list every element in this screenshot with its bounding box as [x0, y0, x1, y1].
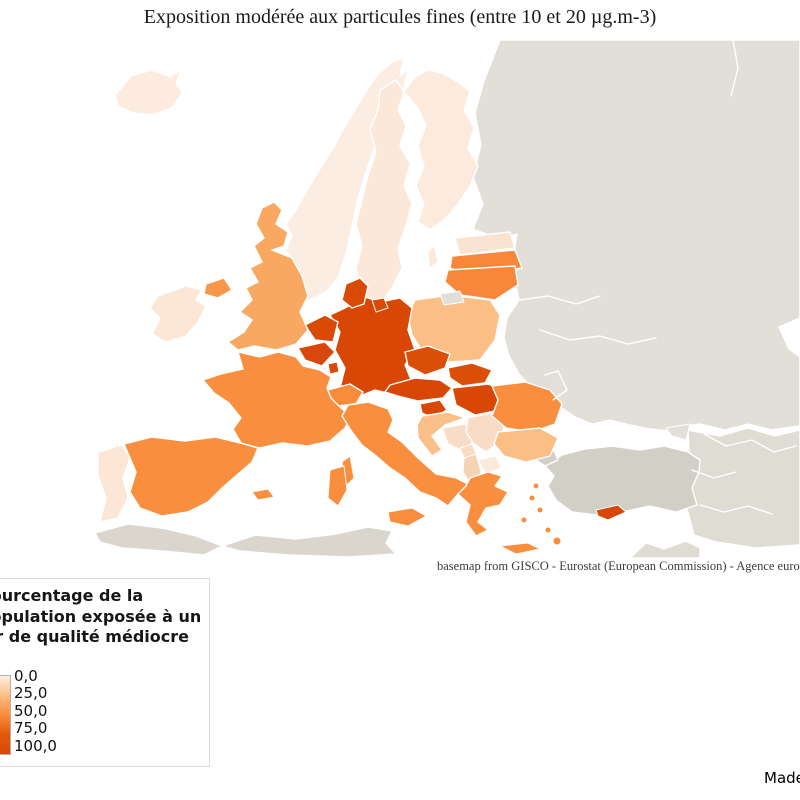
- legend-title-line-3: air de qualité médiocre: [0, 627, 189, 646]
- legend-title-line-1: Pourcentage de la: [0, 586, 144, 605]
- legend-tick-100: 100,0: [14, 736, 57, 755]
- watermark-made: Made: [764, 769, 800, 787]
- island-rhodes: [552, 536, 562, 546]
- country-lithuania: [444, 265, 519, 301]
- country-estonia: [454, 231, 516, 256]
- region-algeria-tunisia: [221, 526, 397, 558]
- island-gotland: [427, 245, 439, 269]
- country-poland: [407, 294, 501, 363]
- country-sweden: [355, 79, 413, 313]
- legend-gradient-bar: [0, 675, 11, 755]
- region-kaliningrad: [439, 290, 465, 306]
- basemap-credit: basemap from GISCO - Eurostat (European …: [437, 559, 800, 573]
- country-croatia: [416, 411, 466, 457]
- no-data-layer: [94, 39, 800, 559]
- country-romania: [491, 381, 563, 433]
- border-morocco-algeria: [224, 533, 231, 547]
- region-crimea: [665, 423, 691, 441]
- region-levant: [629, 540, 701, 559]
- legend-title: Pourcentage de la population exposée à u…: [0, 586, 201, 648]
- countries-layer: [97, 57, 691, 555]
- region-morocco: [94, 523, 223, 556]
- page-title: Exposition modérée aux particules fines …: [143, 6, 657, 28]
- legend-tick-75: 75,0: [14, 719, 48, 738]
- country-france: [202, 351, 352, 449]
- island-sicily: [387, 507, 427, 527]
- border-belarus-russia: [519, 295, 601, 305]
- border-russia-north: [730, 39, 739, 97]
- border-caucasus: [703, 433, 797, 453]
- island-aegean-4: [544, 526, 552, 534]
- island-zealand: [371, 297, 389, 313]
- country-cyprus: [595, 504, 627, 521]
- region-caucasus-mideast: [685, 427, 800, 549]
- country-iceland: [114, 69, 183, 116]
- region-russia-east-europe: [472, 39, 800, 432]
- island-lesbos: [532, 482, 540, 490]
- country-netherlands: [304, 314, 339, 343]
- legend-tick-50: 50,0: [14, 701, 48, 720]
- country-czechia: [404, 345, 451, 376]
- legend-tick-25: 25,0: [14, 684, 48, 703]
- region-turkey: [544, 445, 701, 516]
- country-spain: [123, 436, 259, 517]
- country-denmark: [341, 277, 369, 309]
- border-armenia: [691, 469, 737, 479]
- island-aegean-1: [528, 494, 536, 502]
- border-mideast: [699, 504, 773, 515]
- country-greece: [457, 471, 509, 537]
- legend-ticks: 0,0 25,0 50,0 75,0 100,0: [14, 667, 57, 755]
- border-moldova: [544, 370, 568, 401]
- country-austria: [384, 377, 453, 402]
- country-northern-ireland: [203, 277, 233, 299]
- country-finland: [403, 69, 479, 231]
- border-ukraine-russia: [539, 329, 657, 345]
- country-portugal: [97, 444, 131, 523]
- legend-title-line-2: population exposée à un: [0, 606, 202, 626]
- country-luxembourg: [327, 361, 340, 375]
- legend-box: Pourcentage de la population exposée à u…: [0, 578, 210, 767]
- country-belgium: [297, 341, 336, 367]
- island-balearics: [251, 488, 275, 501]
- country-ireland: [149, 285, 207, 343]
- island-aegean-2: [536, 506, 544, 514]
- island-sardinia: [327, 465, 348, 507]
- country-bulgaria: [493, 427, 559, 463]
- island-crete: [499, 542, 541, 555]
- country-united-kingdom: [227, 201, 309, 351]
- legend-tick-0: 0,0: [14, 667, 38, 685]
- border-lines-layer: [224, 39, 797, 547]
- island-aegean-3: [520, 516, 528, 524]
- country-north-macedonia: [477, 455, 502, 475]
- country-slovakia: [447, 362, 493, 387]
